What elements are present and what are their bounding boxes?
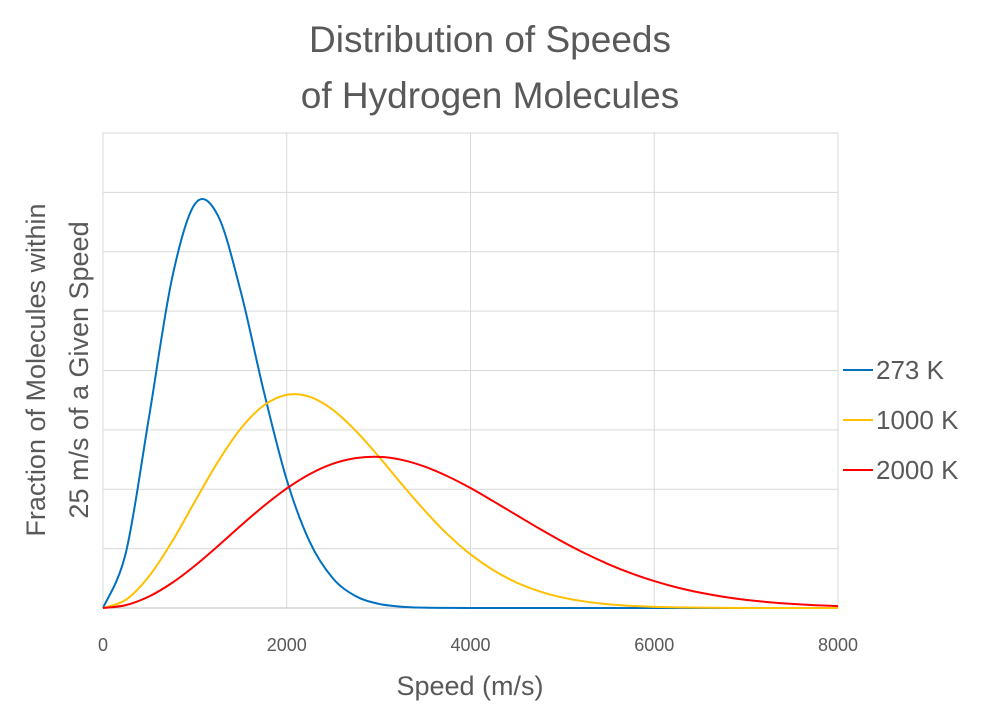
- x-tick-label: 0: [98, 635, 108, 655]
- legend-label: 2000 K: [876, 455, 959, 485]
- legend-label: 1000 K: [876, 405, 959, 435]
- x-tick-label: 2000: [267, 635, 307, 655]
- x-tick-label: 8000: [818, 635, 858, 655]
- chart-title-line-2: of Hydrogen Molecules: [301, 75, 679, 116]
- series-line-1000-k: [102, 393, 838, 610]
- x-axis-title: Speed (m/s): [396, 671, 543, 701]
- y-axis-title-line-2: 25 m/s of a Given Speed: [64, 221, 94, 518]
- series-line-2000-k: [102, 455, 839, 609]
- gridlines: [102, 132, 839, 609]
- x-tick-label: 6000: [634, 635, 674, 655]
- chart-title-line-1: Distribution of Speeds: [309, 19, 671, 60]
- x-tick-label: 4000: [450, 635, 490, 655]
- y-axis-title: Fraction of Molecules within 25 m/s of a…: [21, 203, 94, 536]
- y-axis-title-line-1: Fraction of Molecules within: [21, 203, 51, 536]
- legend-label: 273 K: [876, 355, 945, 385]
- series-lines: [102, 198, 839, 610]
- legend: 273 K 1000 K 2000 K: [843, 355, 959, 485]
- x-tick-labels: 0 2000 4000 6000 8000: [98, 635, 858, 655]
